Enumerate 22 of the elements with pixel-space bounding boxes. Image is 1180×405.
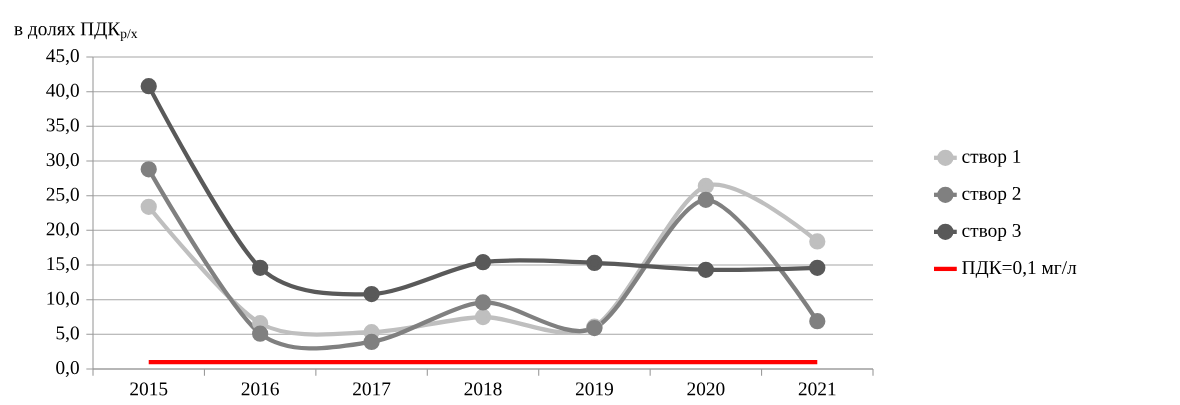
y-axis-title: в долях ПДК$_{р/х}$ [14,22,138,41]
y-tick-label: 40,0 [46,83,79,100]
y-tick-label: 0,0 [56,361,79,377]
x-tick-label: 2021 [798,382,836,396]
legend-label: створ 3 [962,224,1021,241]
x-tick-label: 2018 [464,382,502,396]
y-tick-label: 5,0 [56,326,79,343]
y-tick-label: 20,0 [46,222,79,239]
legend-label: ПДК=0,1 мг/л [962,261,1077,279]
y-tick-label: 30,0 [46,153,79,169]
x-tick-label: 2017 [353,382,391,396]
y-tick-label: 35,0 [46,118,79,135]
x-tick-label: 2016 [241,382,279,396]
y-tick-label: 45,0 [46,49,79,65]
x-tick-label: 2020 [687,382,725,396]
y-tick-label: 10,0 [47,291,79,308]
legend-label: створ 2 [962,186,1021,204]
x-tick-label: 2019 [575,382,613,396]
legend-label: створ 1 [962,149,1021,167]
y-tick-label: 25,0 [46,187,79,204]
x-tick-label: 2015 [130,382,168,396]
y-tick-label: 15,0 [47,257,79,273]
